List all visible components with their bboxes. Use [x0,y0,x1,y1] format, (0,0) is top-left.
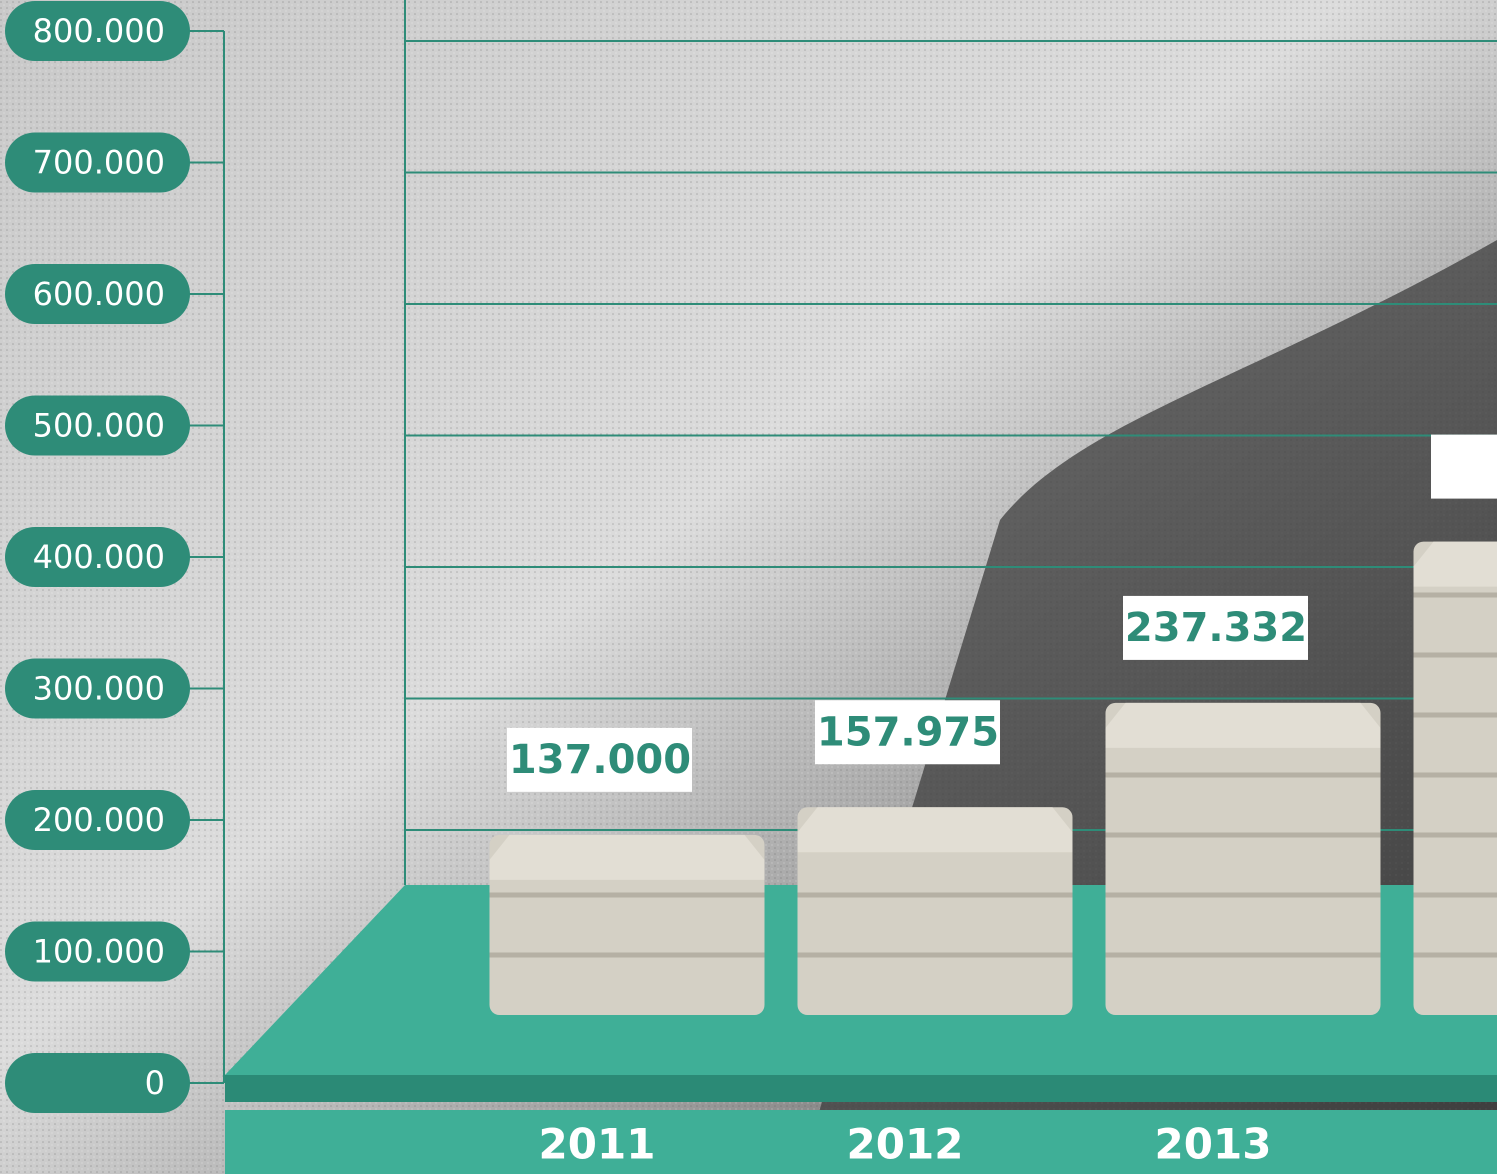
bar-top [489,834,765,880]
floor-edge [225,1075,1497,1102]
bar-top [1105,702,1381,748]
tick-pill [5,1,190,61]
value-label-box [815,700,1000,765]
x-tick-label: 2013 [1155,1120,1272,1169]
value-label-box [507,727,692,792]
tick-pill [5,921,190,982]
bar-top [1413,541,1497,587]
value-label: 237.332 [1125,605,1307,651]
y-tick-label: 100.000 [33,933,165,971]
bar [489,834,765,1015]
y-tick-label: 0 [145,1064,165,1102]
tick-pill [5,395,190,456]
bar [1413,541,1497,1015]
tick-pill [5,264,190,324]
tick-pill [5,132,190,193]
bar-top [797,807,1073,853]
y-tick-label: 400.000 [33,538,165,576]
y-tick-label: 500.000 [33,407,165,445]
x-tick-label: 2012 [847,1120,964,1169]
bar [1105,702,1381,1015]
bar [797,807,1073,1015]
y-tick-label: 700.000 [33,144,165,182]
tick-pill [5,658,190,719]
tick-pill [5,790,190,850]
y-tick-label: 200.000 [33,801,165,839]
value-label-box [1123,595,1308,660]
category-band [225,1110,1497,1174]
y-tick-label: 800.000 [33,12,165,50]
tick-pill [5,1053,190,1113]
tick-pill [5,527,190,587]
value-label: 157.975 [817,709,999,755]
value-label-box [1431,434,1497,499]
y-tick-label: 300.000 [33,670,165,708]
y-tick-label: 600.000 [33,275,165,313]
x-tick-label: 2011 [539,1120,656,1169]
value-label: 137.000 [509,737,691,783]
